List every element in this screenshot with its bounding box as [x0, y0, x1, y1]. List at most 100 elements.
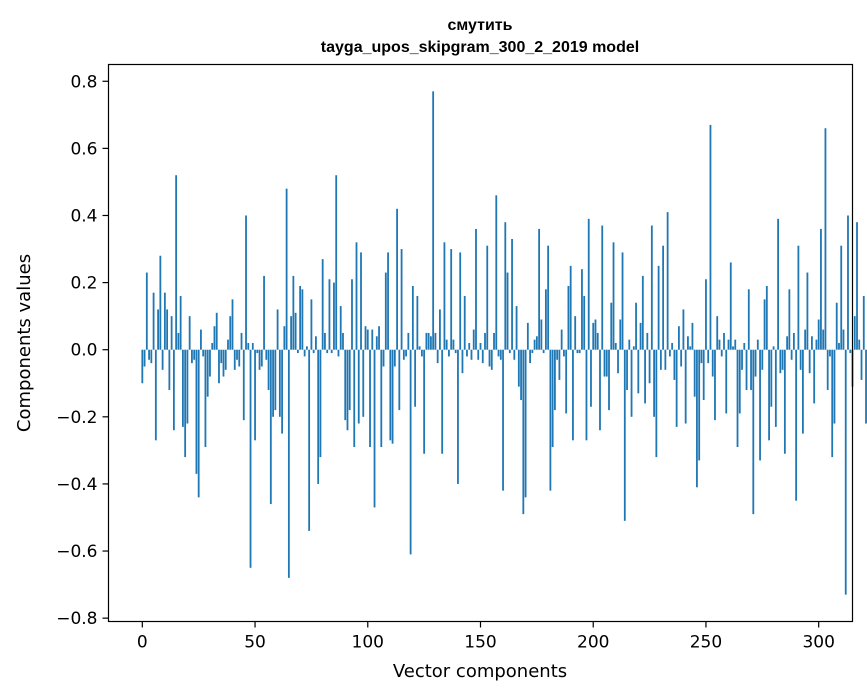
bar-125: [423, 349, 426, 454]
bar-222: [641, 275, 644, 350]
bar-268: [745, 349, 748, 390]
bar-212: [619, 319, 622, 350]
bar-290: [795, 349, 798, 501]
bar-215: [626, 349, 628, 390]
bar-78: [317, 349, 320, 484]
bar-289: [792, 332, 795, 350]
bar-224: [646, 332, 649, 350]
bar-134: [443, 242, 446, 350]
bar-61: [278, 349, 281, 417]
bars-group: [141, 91, 867, 595]
bar-185: [558, 349, 561, 380]
bar-164: [511, 238, 513, 350]
bar-52: [258, 349, 261, 370]
bar-0: [141, 349, 144, 384]
bar-172: [529, 349, 531, 364]
bar-108: [384, 272, 387, 350]
bar-49: [251, 343, 254, 350]
bar-27: [202, 349, 205, 357]
bar-28: [204, 349, 207, 448]
bar-266: [741, 349, 743, 370]
bar-257: [720, 349, 723, 357]
bar-170: [524, 349, 527, 498]
bar-256: [718, 339, 721, 350]
y-tick-label: −0.8: [56, 609, 97, 629]
bar-173: [531, 349, 534, 354]
bar-317: [856, 222, 858, 350]
x-axis-label: Vector components: [393, 661, 567, 682]
bar-274: [759, 349, 761, 461]
bar-57: [269, 349, 272, 505]
y-axis-label: Components values: [14, 254, 35, 432]
bar-38: [227, 339, 229, 350]
bar-14: [172, 349, 175, 431]
bar-142: [461, 349, 464, 374]
bar-81: [324, 332, 326, 350]
bar-244: [691, 322, 694, 350]
bar-192: [574, 316, 577, 350]
bar-288: [790, 349, 793, 360]
bar-308: [835, 302, 838, 350]
bar-44: [240, 332, 243, 350]
bar-158: [497, 349, 500, 357]
bar-77: [315, 336, 317, 350]
bar-171: [526, 322, 529, 350]
y-tick-label: 0.2: [70, 274, 97, 294]
bar-15: [175, 175, 178, 350]
bar-263: [734, 339, 737, 350]
bar-18: [182, 349, 184, 427]
bar-20: [186, 349, 189, 424]
bar-298: [813, 349, 816, 404]
bar-201: [594, 319, 597, 350]
bar-126: [425, 332, 428, 350]
bar-162: [506, 272, 509, 350]
bar-104: [375, 336, 378, 350]
bar-281: [774, 349, 777, 427]
bar-128: [430, 336, 432, 350]
y-tick-label: −0.4: [56, 475, 97, 495]
bar-228: [655, 349, 658, 458]
bar-48: [249, 349, 252, 568]
bar-29: [206, 349, 209, 397]
bar-307: [833, 349, 836, 424]
bar-295: [806, 272, 809, 350]
bar-16: [177, 332, 180, 350]
bar-277: [765, 285, 768, 350]
bar-111: [391, 349, 394, 444]
x-tick-label: 150: [464, 633, 496, 653]
bar-107: [382, 349, 385, 367]
y-tick-label: 0.0: [70, 341, 97, 361]
bar-102: [371, 329, 374, 350]
bar-138: [452, 339, 455, 350]
bar-302: [822, 329, 825, 350]
bar-230: [659, 349, 662, 370]
bar-225: [648, 349, 651, 384]
bar-221: [639, 322, 642, 350]
bar-89: [342, 332, 344, 350]
bar-118: [407, 332, 410, 350]
bar-123: [418, 346, 421, 350]
bar-68: [294, 312, 297, 350]
bar-300: [817, 319, 820, 350]
bar-310: [840, 245, 843, 350]
bar-55: [265, 349, 268, 360]
bar-106: [380, 349, 383, 448]
bar-193: [576, 349, 579, 354]
bar-189: [567, 285, 570, 350]
bar-251: [707, 349, 710, 364]
bar-122: [416, 296, 419, 350]
bar-34: [218, 349, 220, 384]
bar-46: [245, 215, 247, 350]
bar-86: [335, 175, 338, 350]
bar-226: [650, 225, 653, 350]
bar-176: [538, 228, 541, 350]
bar-67: [292, 275, 295, 350]
bar-63: [283, 326, 286, 350]
bar-245: [693, 349, 696, 397]
bar-220: [637, 349, 640, 394]
bar-3: [148, 349, 150, 360]
bar-127: [427, 332, 430, 350]
bar-197: [585, 349, 588, 441]
bar-42: [236, 349, 238, 360]
